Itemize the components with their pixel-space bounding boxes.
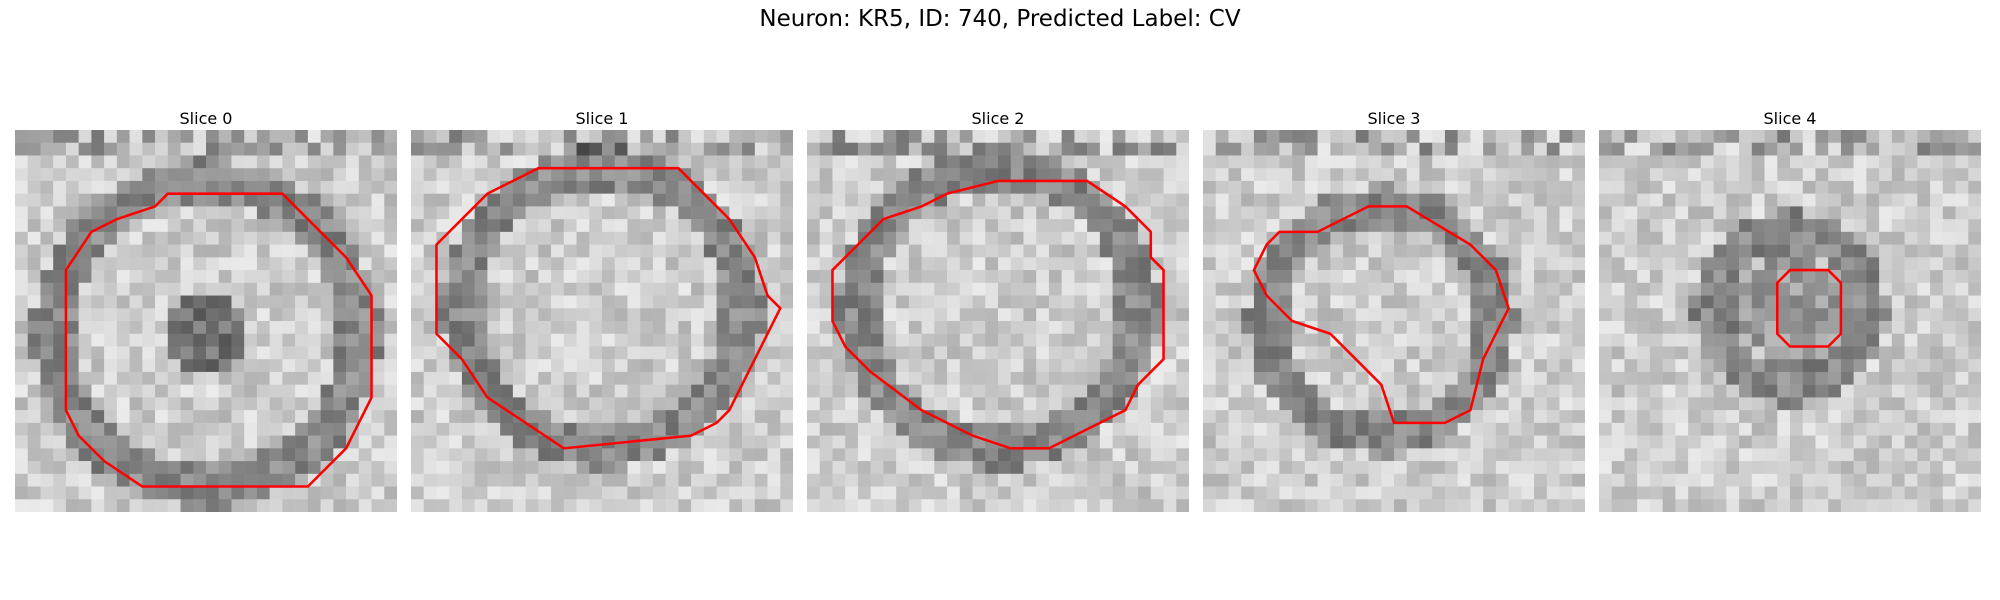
figure-title: Neuron: KR5, ID: 740, Predicted Label: C… [759,6,1241,32]
segmentation-contour [1252,205,1510,425]
slice-title: Slice 3 [1367,109,1421,128]
slice-panel-3: Slice 3 [1203,108,1585,512]
slice-panel-0: Slice 0 [15,108,397,512]
slice-image [1599,130,1981,512]
slice-panel-2: Slice 2 [807,108,1189,512]
slice-title: Slice 0 [179,109,233,128]
segmentation-contour [435,166,782,450]
slice-title: Slice 1 [575,109,629,128]
slice-title: Slice 4 [1763,109,1817,128]
slice-image [1203,130,1585,512]
segmentation-contour [831,179,1165,450]
slice-panel-4: Slice 4 [1599,108,1981,512]
segmentation-contour [64,192,373,488]
slice-image [807,130,1189,512]
slice-image [15,130,397,512]
segmentation-contour [1775,268,1843,348]
slice-panel-1: Slice 1 [411,108,793,512]
slice-image [411,130,793,512]
slice-title: Slice 2 [971,109,1025,128]
